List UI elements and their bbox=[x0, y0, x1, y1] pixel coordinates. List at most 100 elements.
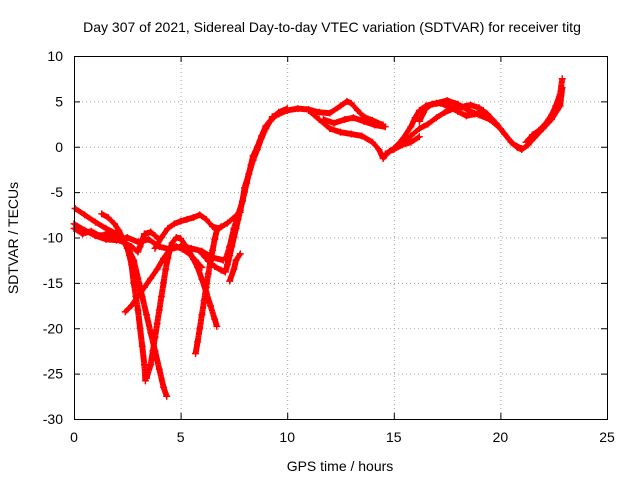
data-point bbox=[343, 97, 351, 105]
series-trace bbox=[382, 84, 566, 157]
data-point bbox=[432, 114, 440, 122]
data-point bbox=[134, 306, 142, 314]
data-point bbox=[130, 279, 138, 287]
data-point bbox=[221, 268, 229, 276]
x-tick-label: 15 bbox=[386, 429, 402, 445]
y-tick-label: 10 bbox=[47, 48, 63, 64]
data-point bbox=[226, 277, 234, 285]
data-point bbox=[501, 130, 509, 138]
data-point bbox=[206, 302, 214, 310]
series-layer bbox=[70, 75, 566, 400]
data-point bbox=[552, 102, 560, 110]
data-point bbox=[305, 106, 313, 114]
data-point bbox=[196, 324, 204, 332]
data-point bbox=[236, 250, 244, 258]
data-point bbox=[375, 145, 383, 153]
data-point bbox=[407, 123, 415, 131]
data-point bbox=[415, 125, 423, 133]
data-point bbox=[354, 106, 362, 114]
y-tick-label: -20 bbox=[43, 320, 63, 336]
data-point bbox=[275, 110, 283, 118]
data-point bbox=[213, 322, 221, 330]
data-point bbox=[142, 311, 150, 319]
data-point bbox=[326, 109, 334, 117]
data-point bbox=[541, 120, 549, 128]
data-point bbox=[224, 219, 232, 227]
data-point bbox=[140, 361, 148, 369]
data-point bbox=[484, 110, 492, 118]
data-point bbox=[253, 145, 261, 153]
data-point bbox=[268, 113, 276, 121]
data-point bbox=[177, 217, 185, 225]
data-point bbox=[381, 150, 389, 158]
data-point bbox=[164, 224, 172, 232]
data-point bbox=[87, 227, 95, 235]
data-point bbox=[400, 138, 408, 146]
data-point bbox=[71, 204, 79, 212]
y-axis-label: SDTVAR / TECUs bbox=[5, 182, 21, 294]
data-point bbox=[151, 244, 159, 252]
ticks: 0 5 10 15 20 25 -30 -25 -20 -15 -10 -5 0 5 10 bbox=[43, 48, 615, 445]
data-point bbox=[202, 215, 210, 223]
data-point bbox=[96, 232, 104, 240]
data-point bbox=[138, 342, 146, 350]
data-point bbox=[234, 211, 242, 219]
data-point bbox=[128, 302, 136, 310]
series-track-12 bbox=[268, 97, 387, 129]
data-point bbox=[198, 250, 206, 258]
data-point bbox=[194, 263, 202, 271]
data-point bbox=[315, 108, 323, 116]
data-point bbox=[211, 263, 219, 271]
series-trace bbox=[192, 223, 225, 357]
data-point bbox=[196, 211, 204, 219]
data-point bbox=[411, 114, 419, 122]
x-tick-label: 20 bbox=[493, 429, 509, 445]
data-point bbox=[151, 333, 159, 341]
data-point bbox=[164, 254, 172, 262]
data-point bbox=[492, 119, 500, 127]
data-point bbox=[185, 247, 193, 255]
data-point bbox=[337, 128, 344, 136]
data-point bbox=[115, 226, 123, 234]
y-tick-label: -30 bbox=[43, 411, 63, 427]
data-point bbox=[147, 361, 155, 369]
data-point bbox=[548, 111, 556, 119]
data-point bbox=[204, 270, 212, 278]
data-point bbox=[407, 138, 415, 146]
data-point bbox=[81, 211, 89, 219]
data-point bbox=[226, 243, 234, 251]
data-point bbox=[200, 297, 208, 305]
data-point bbox=[170, 220, 178, 228]
x-tick-label: 10 bbox=[279, 429, 295, 445]
data-point bbox=[163, 392, 171, 400]
data-point bbox=[172, 234, 180, 241]
data-point bbox=[347, 130, 355, 138]
data-point bbox=[454, 107, 462, 115]
data-point bbox=[91, 218, 99, 226]
data-point bbox=[181, 241, 189, 249]
data-point bbox=[479, 106, 487, 114]
data-point bbox=[119, 235, 127, 243]
data-point bbox=[458, 103, 466, 111]
data-point bbox=[168, 239, 176, 247]
data-point bbox=[147, 274, 155, 282]
data-point bbox=[230, 224, 238, 232]
data-point bbox=[522, 138, 530, 146]
data-point bbox=[111, 220, 119, 228]
series-track-10 bbox=[221, 107, 287, 264]
data-point bbox=[147, 228, 155, 236]
data-point bbox=[422, 105, 430, 113]
data-point bbox=[558, 75, 566, 83]
x-tick-label: 25 bbox=[599, 429, 615, 445]
x-axis-label: GPS time / hours bbox=[287, 458, 394, 474]
data-point bbox=[136, 324, 144, 332]
data-point bbox=[149, 347, 157, 355]
data-point bbox=[125, 252, 133, 260]
data-point bbox=[134, 248, 142, 256]
data-point bbox=[134, 292, 142, 300]
data-point bbox=[142, 374, 150, 382]
data-point bbox=[209, 223, 217, 231]
data-point bbox=[153, 320, 161, 328]
y-tick-label: -5 bbox=[51, 184, 64, 200]
data-point bbox=[153, 265, 161, 273]
